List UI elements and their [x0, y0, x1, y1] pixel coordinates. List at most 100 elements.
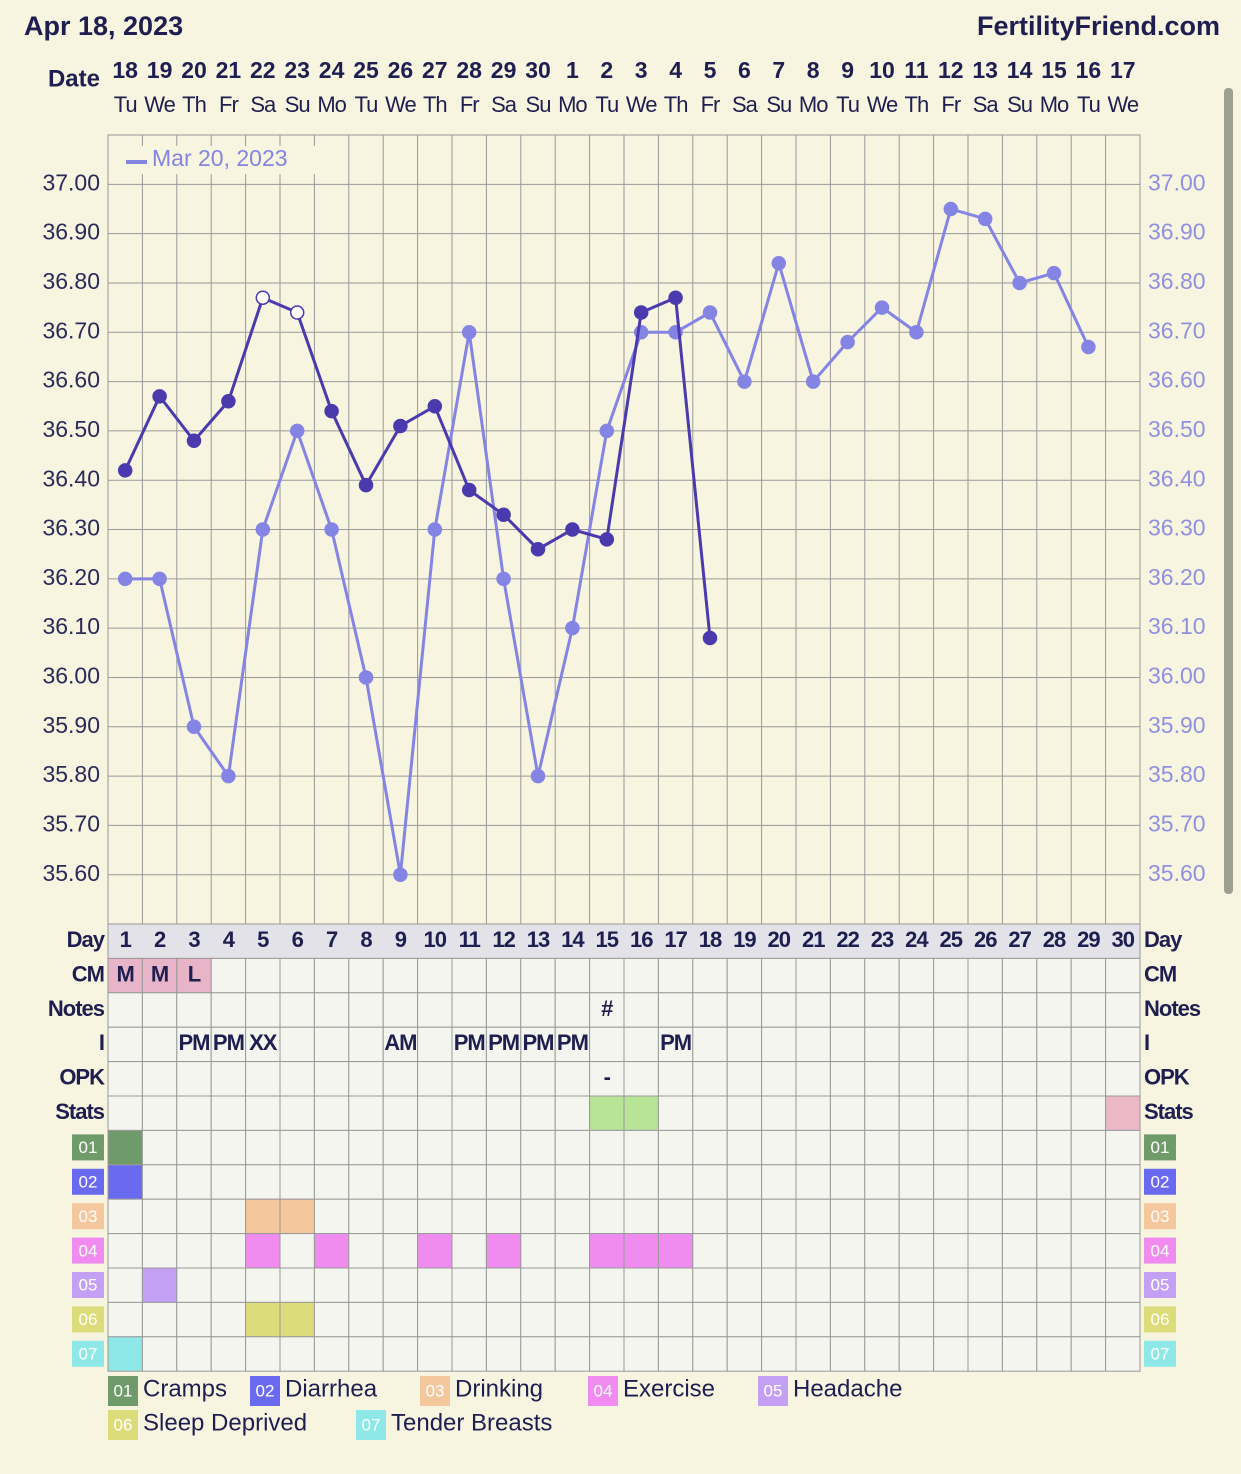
symptom-cell [107, 1233, 143, 1269]
symptom-cell [623, 1129, 659, 1166]
symptom-cell [520, 1301, 556, 1338]
legend-name: Sleep Deprived [143, 1409, 307, 1436]
symptom-cell [382, 1267, 419, 1303]
symptom-cell [382, 1164, 419, 1200]
table-cell [829, 1061, 866, 1097]
symptom-cell [829, 1233, 866, 1269]
date-label: 27 [422, 57, 448, 83]
symptom-cell [485, 1198, 522, 1235]
symptom-cell [451, 1233, 487, 1269]
symptom-cell [692, 1129, 728, 1166]
cell-text: PM [488, 1030, 519, 1055]
cell-text: PM [557, 1030, 588, 1055]
legend-code: 04 [594, 1381, 613, 1400]
symptom-cell [141, 1164, 178, 1200]
symptom-cell [829, 1164, 866, 1200]
table-cell [657, 1095, 694, 1131]
symptom-code-box [1144, 1168, 1176, 1195]
symptom-cell [1105, 1233, 1141, 1269]
day-number: 20 [768, 927, 791, 952]
day-number: 25 [940, 927, 963, 952]
symptom-code-box [72, 1340, 104, 1367]
day-number: 29 [1077, 927, 1100, 952]
date-label: 2 [600, 57, 613, 83]
data-point [461, 482, 477, 498]
symptom-cell [623, 1267, 659, 1303]
table-cell [176, 1095, 212, 1131]
symptom-cell [589, 1267, 625, 1303]
data-point [977, 211, 993, 227]
symptom-cell [726, 1164, 763, 1200]
symptom-cell [967, 1129, 1003, 1166]
data-point [496, 571, 511, 587]
symptom-cell [933, 1198, 969, 1235]
symptom-code: 01 [1151, 1138, 1170, 1157]
table-cell [382, 1061, 419, 1097]
date-label: 29 [491, 57, 517, 83]
x-axis-label: Date [48, 65, 100, 92]
symptom-cell [348, 1198, 384, 1235]
table-cell [933, 957, 969, 994]
symptom-code-box [72, 1134, 104, 1161]
y2-tick-label: 35.80 [1148, 761, 1206, 787]
weekday-label: We [867, 92, 898, 117]
symptom-cell [417, 1164, 453, 1200]
data-point [805, 374, 821, 389]
date-label: 21 [216, 57, 242, 83]
symptom-cell [589, 1301, 625, 1338]
symptom-cell [176, 1267, 212, 1303]
series-line [123, 295, 712, 639]
weekday-label: Tu [1077, 92, 1100, 117]
table-cell [382, 957, 419, 994]
row-label: CM [1144, 961, 1176, 986]
symptom-cell [1105, 1198, 1141, 1235]
y-tick-label: 36.80 [42, 268, 100, 294]
table-cell [761, 1026, 797, 1063]
table-cell [451, 1061, 487, 1097]
table-cell [967, 1061, 1003, 1097]
symptom-cell [485, 1129, 522, 1166]
symptom-cell [761, 1164, 797, 1200]
symptom-cell [417, 1198, 453, 1235]
day-number: 19 [733, 927, 756, 952]
table-cell [1070, 992, 1107, 1028]
cell-text: # [601, 996, 613, 1021]
legend-label: Mar 20, 2023 [152, 145, 288, 171]
symptom-cell [176, 1233, 212, 1269]
symptom-cell [382, 1336, 419, 1372]
symptom-cell [898, 1336, 935, 1372]
symptom-cell [279, 1267, 315, 1303]
symptom-cell [245, 1301, 281, 1338]
y2-tick-label: 35.90 [1148, 712, 1206, 738]
table-cell [520, 957, 556, 994]
symptom-cell [176, 1198, 212, 1235]
date-label: 19 [147, 57, 173, 83]
table-cell [657, 992, 694, 1028]
y-tick-label: 36.10 [42, 613, 100, 639]
table-cell [967, 1095, 1003, 1131]
symptom-cell [554, 1198, 591, 1235]
legend-name: Exercise [623, 1375, 715, 1402]
date-label: 11 [904, 57, 929, 83]
row-label: Day [67, 927, 106, 952]
weekday-label: Mo [317, 92, 346, 117]
y2-tick-label: 36.70 [1148, 317, 1206, 343]
date-label: 28 [456, 57, 482, 83]
table-cell [141, 992, 178, 1028]
table-cell [864, 992, 900, 1028]
table-cell [795, 992, 831, 1028]
day-number: 24 [905, 927, 929, 952]
data-point [565, 522, 580, 537]
symptom-cell [451, 1267, 487, 1303]
symptom-cell [417, 1336, 453, 1372]
symptom-cell [141, 1129, 178, 1166]
table-cell [520, 1061, 556, 1097]
y-tick-label: 36.60 [42, 367, 100, 393]
legend-code: 06 [114, 1415, 133, 1434]
symptom-cell [795, 1301, 831, 1338]
table-cell [554, 1095, 591, 1131]
weekday-label: Tu [114, 92, 137, 117]
weekday-label: Sa [250, 92, 277, 117]
legend-code-box [108, 1410, 138, 1440]
table-cell [485, 1061, 522, 1097]
